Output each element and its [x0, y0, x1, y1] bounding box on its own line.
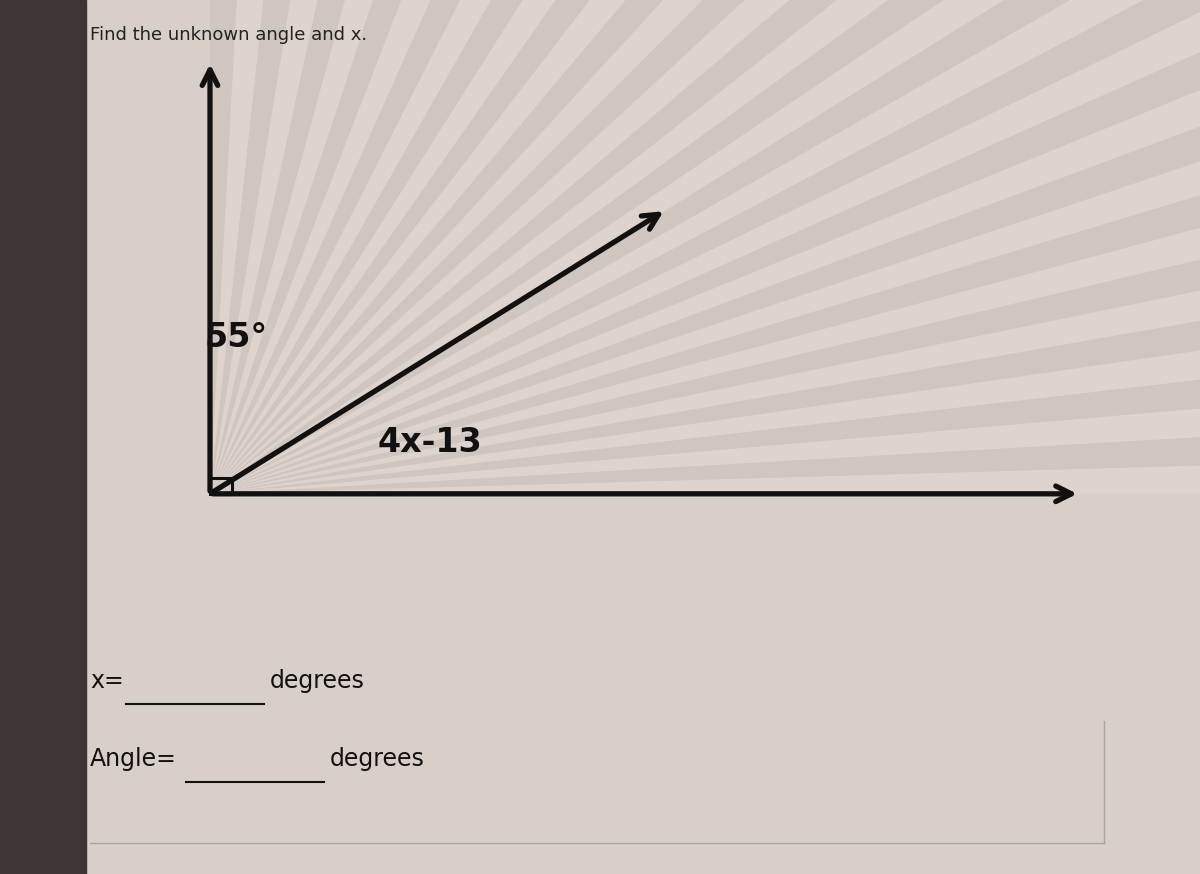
- Polygon shape: [210, 0, 767, 494]
- Polygon shape: [210, 238, 1200, 494]
- Polygon shape: [210, 0, 1200, 494]
- Text: Find the unknown angle and x.: Find the unknown angle and x.: [90, 26, 367, 45]
- Polygon shape: [210, 0, 698, 494]
- Polygon shape: [210, 0, 562, 494]
- Polygon shape: [210, 188, 1200, 494]
- Polygon shape: [210, 0, 1200, 494]
- Polygon shape: [210, 0, 1200, 494]
- Polygon shape: [210, 0, 1200, 494]
- Polygon shape: [210, 0, 1200, 494]
- Polygon shape: [210, 0, 1200, 494]
- Polygon shape: [210, 0, 1200, 494]
- Polygon shape: [210, 0, 899, 494]
- Polygon shape: [210, 0, 421, 494]
- Text: Angle=: Angle=: [90, 747, 176, 771]
- Polygon shape: [210, 0, 1200, 494]
- Text: degrees: degrees: [270, 669, 365, 692]
- Polygon shape: [210, 0, 1200, 494]
- Polygon shape: [210, 138, 1200, 494]
- Polygon shape: [210, 40, 1200, 494]
- Polygon shape: [210, 0, 281, 494]
- Polygon shape: [210, 0, 1151, 494]
- Text: 4x-13: 4x-13: [378, 426, 482, 459]
- Polygon shape: [210, 0, 964, 494]
- Polygon shape: [210, 0, 352, 494]
- Polygon shape: [210, 0, 833, 494]
- Text: degrees: degrees: [330, 747, 425, 771]
- Polygon shape: [210, 442, 1200, 494]
- Polygon shape: [210, 288, 1200, 494]
- Text: 55°: 55°: [204, 321, 268, 354]
- Polygon shape: [210, 0, 1090, 494]
- Polygon shape: [210, 0, 1200, 494]
- Polygon shape: [210, 0, 1200, 494]
- Polygon shape: [210, 0, 1200, 494]
- Polygon shape: [210, 0, 1200, 494]
- Polygon shape: [210, 0, 630, 494]
- Polygon shape: [210, 0, 1200, 494]
- Polygon shape: [210, 0, 1200, 494]
- Polygon shape: [210, 0, 492, 494]
- Polygon shape: [210, 340, 1200, 494]
- Polygon shape: [210, 88, 1200, 494]
- Polygon shape: [210, 0, 1027, 494]
- Polygon shape: [210, 391, 1200, 494]
- Polygon shape: [210, 0, 1200, 494]
- Text: x=: x=: [90, 669, 124, 692]
- Bar: [0, 0, 86, 874]
- Polygon shape: [210, 0, 1200, 494]
